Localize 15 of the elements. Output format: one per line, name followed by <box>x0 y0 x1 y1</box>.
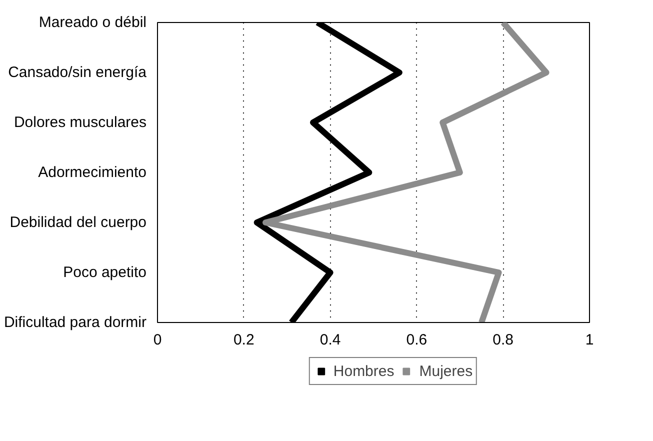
y-tick-label: Dificultad para dormir <box>4 314 147 331</box>
legend-label: Mujeres <box>419 362 473 380</box>
y-tick-label: Dolores musculares <box>14 114 146 131</box>
x-tick-label: 0.6 <box>406 332 428 348</box>
legend-label: Hombres <box>333 362 394 380</box>
y-tick-label: Mareado o débil <box>38 14 147 31</box>
x-tick-label: 1 <box>585 332 594 348</box>
y-tick-label: Poco apetito <box>63 264 147 281</box>
x-tick-label: 0 <box>153 332 162 348</box>
x-tick-label: 0.4 <box>320 332 341 348</box>
y-tick-label: Cansado/sin energía <box>8 64 148 81</box>
x-tick-label: 0.2 <box>233 332 254 348</box>
y-tick-label: Debilidad del cuerpo <box>10 214 147 231</box>
y-tick-label: Adormecimiento <box>38 164 147 181</box>
x-tick-label: 0.8 <box>492 332 514 348</box>
